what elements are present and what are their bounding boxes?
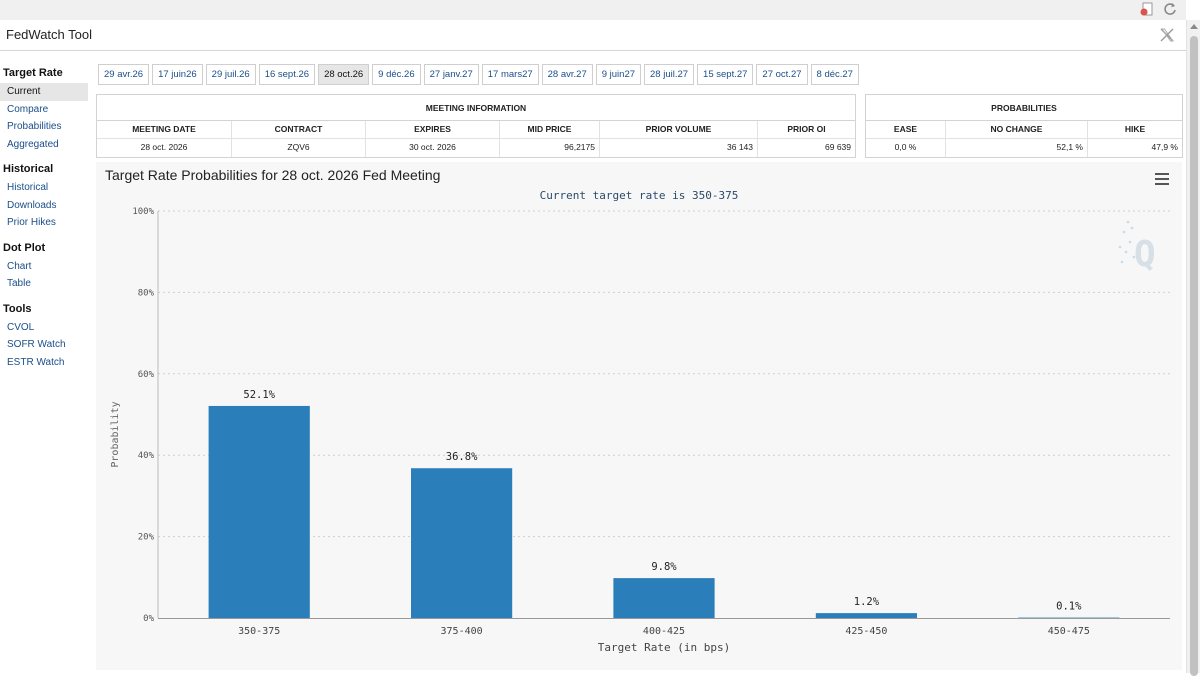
scroll-up-arrow-icon[interactable]: [1190, 24, 1198, 29]
app-title: FedWatch Tool: [6, 27, 92, 42]
sidebar-item-historical[interactable]: Historical: [0, 179, 88, 197]
sidebar-heading-historical: Historical: [0, 159, 90, 179]
x-tick-label-400-425: 400-425: [643, 626, 685, 637]
meeting-info-value-5: 69 639: [758, 139, 855, 157]
sidebar-item-sofr-watch[interactable]: SOFR Watch: [0, 336, 88, 354]
x-tick-label-425-450: 425-450: [845, 626, 887, 637]
data-label-400-425: 9.8%: [651, 561, 677, 573]
probabilities-value-row: 0,0 %52,1 %47,9 %: [866, 139, 1182, 157]
x-tick-label-350-375: 350-375: [238, 626, 280, 637]
scroll-thumb[interactable]: [1190, 36, 1198, 676]
meeting-information-title: MEETING INFORMATION: [97, 95, 855, 121]
data-label-450-475: 0.1%: [1056, 601, 1082, 613]
x-tick-label-450-475: 450-475: [1048, 626, 1090, 637]
bar-350-375: [209, 406, 310, 618]
sidebar-item-compare[interactable]: Compare: [0, 101, 88, 119]
vertical-scrollbar[interactable]: [1186, 20, 1200, 673]
tab-28-juil-27[interactable]: 28 juil.27: [644, 64, 694, 85]
meeting-info-value-4: 36 143: [600, 139, 758, 157]
meeting-info-header-2: EXPIRES: [366, 121, 500, 138]
y-tick-label: 20%: [138, 533, 155, 543]
sidebar-item-chart[interactable]: Chart: [0, 258, 88, 276]
x-close-icon[interactable]: [1158, 26, 1176, 44]
sidebar-heading-tools: Tools: [0, 299, 90, 319]
bar-425-450: [816, 613, 917, 618]
probability-bar-chart: 0% 20% 40% 60% 80% 100% 52.1% 350-375 36.8% 375-4…: [96, 162, 1182, 670]
tab-9-d-c-26[interactable]: 9 déc.26: [372, 64, 420, 85]
probabilities-header-2: HIKE: [1088, 121, 1182, 138]
y-tick-label: 80%: [138, 288, 155, 298]
meeting-info-header-4: PRIOR VOLUME: [600, 121, 758, 138]
sidebar-item-table[interactable]: Table: [0, 275, 88, 293]
meeting-info-header-0: MEETING DATE: [97, 121, 232, 138]
tab-8-d-c-27[interactable]: 8 déc.27: [811, 64, 859, 85]
refresh-icon[interactable]: [1162, 2, 1178, 16]
probabilities-value-2: 47,9 %: [1088, 139, 1182, 157]
tab-15-sept-27[interactable]: 15 sept.27: [697, 64, 753, 85]
y-tick-label: 40%: [138, 451, 155, 461]
meeting-info-value-1: ZQV6: [232, 139, 366, 157]
q-watermark-icon: Q: [1119, 221, 1156, 275]
sidebar-heading-dot-plot: Dot Plot: [0, 238, 90, 258]
tab-29-avr-26[interactable]: 29 avr.26: [98, 64, 149, 85]
probabilities-header-1: NO CHANGE: [946, 121, 1088, 138]
sidebar-item-downloads[interactable]: Downloads: [0, 197, 88, 215]
pdf-icon[interactable]: [1140, 2, 1156, 16]
x-tick-label-375-400: 375-400: [441, 626, 483, 637]
meeting-info-value-0: 28 oct. 2026: [97, 139, 232, 157]
sidebar-heading-target-rate: Target Rate: [0, 63, 90, 83]
bar-400-425: [613, 578, 714, 618]
meeting-info-value-3: 96,2175: [500, 139, 600, 157]
y-axis-title: Probability: [110, 401, 121, 467]
tab-27-janv-27[interactable]: 27 janv.27: [424, 64, 479, 85]
meeting-info-header-5: PRIOR OI: [758, 121, 855, 138]
tab-17-juin26[interactable]: 17 juin26: [152, 64, 203, 85]
sidebar-item-estr-watch[interactable]: ESTR Watch: [0, 354, 88, 372]
tab-28-avr-27[interactable]: 28 avr.27: [542, 64, 593, 85]
meeting-info-value-2: 30 oct. 2026: [366, 139, 500, 157]
tab-27-oct-27[interactable]: 27 oct.27: [756, 64, 807, 85]
top-toolbar: [1140, 0, 1178, 18]
tab-16-sept-26[interactable]: 16 sept.26: [259, 64, 315, 85]
bar-375-400: [411, 468, 512, 618]
tab-29-juil-26[interactable]: 29 juil.26: [206, 64, 256, 85]
probabilities-header-0: EASE: [866, 121, 946, 138]
browser-top-strip: [0, 0, 1186, 20]
data-label-425-450: 1.2%: [854, 596, 880, 608]
svg-text:Q: Q: [1134, 234, 1156, 275]
sidebar-item-prior-hikes[interactable]: Prior Hikes: [0, 214, 88, 232]
sidebar-item-cvol[interactable]: CVOL: [0, 319, 88, 337]
meeting-info-header-1: CONTRACT: [232, 121, 366, 138]
app-header: FedWatch Tool: [0, 20, 1186, 51]
tab-17-mars27[interactable]: 17 mars27: [482, 64, 539, 85]
y-tick-label: 60%: [138, 370, 155, 380]
sidebar-item-aggregated[interactable]: Aggregated: [0, 136, 88, 154]
meeting-info-header-3: MID PRICE: [500, 121, 600, 138]
probabilities-value-0: 0,0 %: [866, 139, 946, 157]
data-label-375-400: 36.8%: [446, 451, 478, 463]
probabilities-title: PROBABILITIES: [866, 95, 1182, 121]
sidebar-item-current[interactable]: Current: [0, 83, 88, 101]
y-tick-label: 0%: [143, 614, 154, 624]
data-label-350-375: 52.1%: [243, 389, 275, 401]
tab-28-oct-26[interactable]: 28 oct.26: [318, 64, 369, 85]
x-axis-title: Target Rate (in bps): [598, 641, 730, 654]
y-tick-label: 100%: [132, 207, 154, 217]
chart-panel: Target Rate Probabilities for 28 oct. 20…: [96, 162, 1182, 670]
probabilities-value-1: 52,1 %: [946, 139, 1088, 157]
tab-9-juin27[interactable]: 9 juin27: [596, 64, 641, 85]
sidebar-item-probabilities[interactable]: Probabilities: [0, 118, 88, 136]
